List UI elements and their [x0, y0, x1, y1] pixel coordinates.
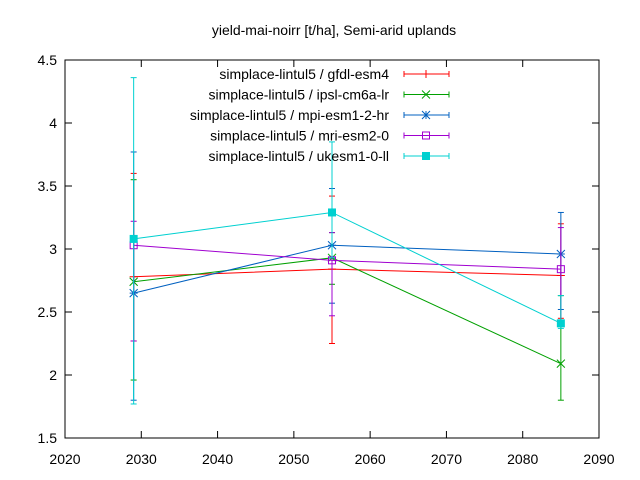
data-point	[328, 208, 336, 217]
y-tick-label: 3.5	[38, 178, 58, 194]
x-tick-label: 2040	[202, 451, 233, 467]
series-3	[129, 220, 565, 342]
data-point	[556, 265, 565, 274]
series-line	[133, 244, 561, 270]
legend-marker	[422, 70, 430, 78]
x-tick-label: 2070	[431, 451, 462, 467]
x-tick-label: 2090	[583, 451, 614, 467]
y-tick-label: 1.5	[38, 430, 58, 446]
legend-item-2: simplace-lintul5 / mpi-esm1-2-hr	[190, 107, 450, 123]
legend-marker	[422, 131, 430, 140]
legend-marker	[421, 110, 431, 120]
series-0	[129, 172, 565, 344]
x-tick-label: 2060	[355, 451, 386, 467]
series-line	[133, 211, 562, 324]
legend-marker	[421, 90, 431, 99]
data-point	[129, 234, 138, 243]
series-2	[129, 151, 566, 401]
legend-label: simplace-lintul5 / gfdl-esm4	[219, 66, 389, 82]
series-4	[129, 77, 565, 405]
legend-item-4: simplace-lintul5 / ukesm1-0-ll	[208, 148, 450, 164]
series-layer	[129, 77, 566, 405]
data-point	[556, 319, 565, 328]
legend-item-0: simplace-lintul5 / gfdl-esm4	[219, 66, 450, 82]
legend-label: simplace-lintul5 / ukesm1-0-ll	[208, 148, 389, 164]
y-tick-label: 3	[49, 241, 57, 257]
legend-item-3: simplace-lintul5 / mri-esm2-0	[210, 128, 450, 144]
x-tick-label: 2030	[126, 451, 157, 467]
legend-label: simplace-lintul5 / mpi-esm1-2-hr	[190, 107, 390, 123]
x-tick-label: 2080	[507, 451, 538, 467]
legend-marker	[422, 152, 430, 160]
x-tick-label: 2050	[278, 451, 309, 467]
data-point	[556, 359, 566, 369]
legend-label: simplace-lintul5 / ipsl-cm6a-lr	[209, 87, 390, 103]
axes: 1.5 2 2.5 3 3.5 4 4.5 2020 2030 2040 2050 2060 2070 2…	[38, 52, 615, 467]
legend: simplace-lintul5 / gfdl-esm4 simplace-lin…	[190, 66, 450, 164]
y-tick-label: 4	[49, 115, 57, 131]
y-tick-label: 4.5	[38, 52, 58, 68]
legend-item-1: simplace-lintul5 / ipsl-cm6a-lr	[209, 87, 450, 103]
x-tick-label: 2020	[49, 451, 80, 467]
series-line	[133, 268, 561, 278]
legend-label: simplace-lintul5 / mri-esm2-0	[210, 128, 389, 144]
series-1	[129, 179, 566, 401]
chart-title: yield-mai-noirr [t/ha], Semi-arid upland…	[212, 22, 456, 38]
y-tick-label: 2.5	[38, 304, 58, 320]
y-tick-label: 2	[49, 367, 57, 383]
